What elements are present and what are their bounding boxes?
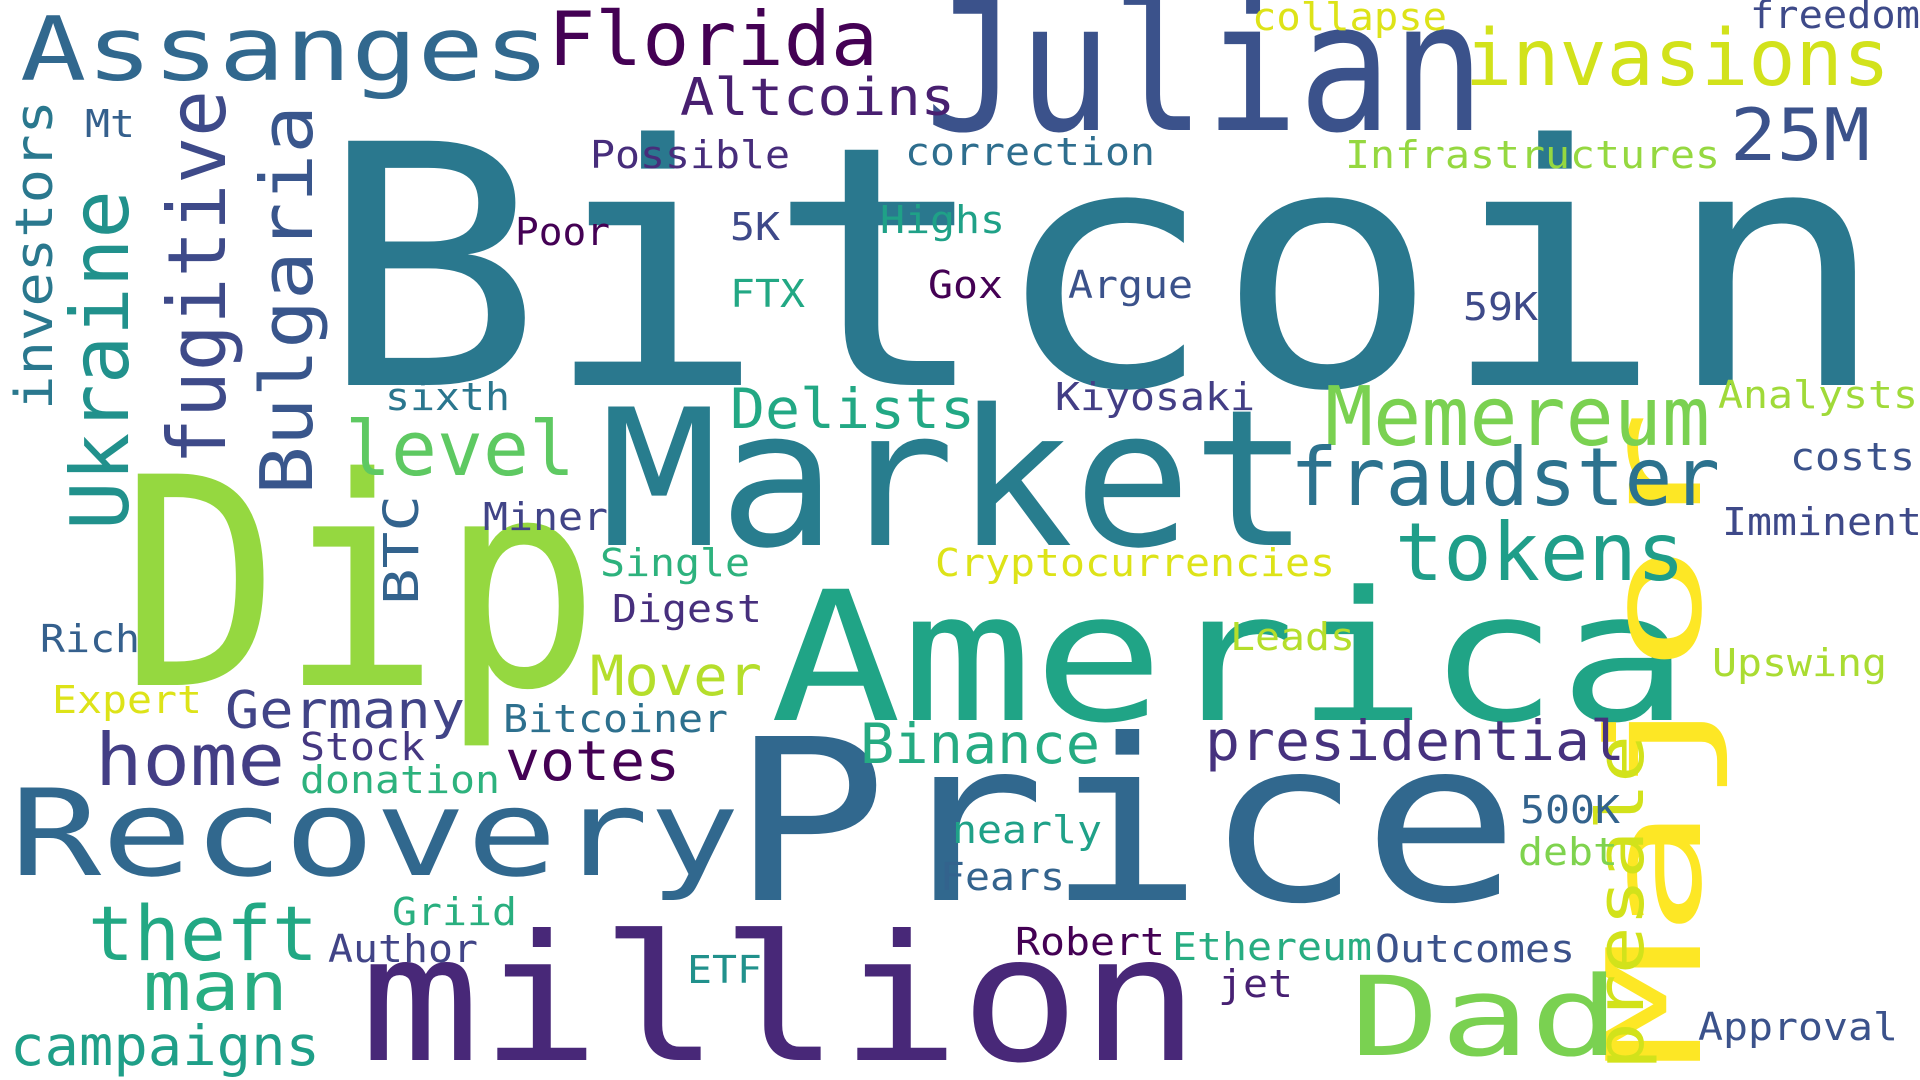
word-miner: Miner	[483, 495, 608, 539]
word-man: man	[143, 948, 288, 1027]
word-argue: Argue	[1068, 263, 1193, 307]
word-collapse: collapse	[1252, 0, 1447, 39]
word-infrastructures: Infrastructures	[1345, 133, 1720, 177]
word-500k: 500K	[1520, 788, 1620, 832]
word-25m: 25M	[1730, 93, 1870, 177]
word-approval: Approval	[1698, 1005, 1898, 1049]
word-million: million	[360, 899, 1200, 1080]
word-stock: Stock	[300, 725, 425, 769]
word-expert: Expert	[52, 678, 202, 722]
word-etf: ETF	[687, 948, 762, 992]
word-btc: BTC	[374, 495, 430, 605]
word-5k: 5K	[730, 205, 780, 249]
word-59k: 59K	[1463, 285, 1538, 329]
word-leads: Leads	[1230, 615, 1355, 659]
word-votes: votes	[505, 729, 680, 793]
word-freedom: freedom	[1750, 0, 1920, 37]
word-market: Market	[600, 369, 1310, 590]
word-bulgaria: Bulgaria	[245, 105, 329, 495]
word-fraudster: fraudster	[1290, 431, 1720, 524]
word-campaigns: campaigns	[10, 1014, 320, 1078]
word-investors: investors	[5, 100, 65, 410]
word-robert: Robert	[1015, 920, 1165, 964]
word-fears: Fears	[940, 855, 1065, 899]
word-poor: Poor	[515, 210, 610, 254]
word-fugitive: fugitive	[151, 90, 244, 465]
word-possible: Possible	[590, 133, 790, 177]
word-level: level	[345, 404, 575, 493]
word-highs: Highs	[880, 198, 1005, 242]
word-bitcoin: Bitcoin	[318, 75, 1888, 465]
word-binance: Binance	[860, 712, 1100, 776]
word-digest: Digest	[612, 587, 762, 631]
word-julian: Julian	[925, 0, 1485, 173]
word-single: Single	[600, 541, 750, 585]
word-recovery: Recovery	[10, 765, 740, 904]
word-bitcoiner: Bitcoiner	[503, 697, 728, 741]
word-mover: Mover	[590, 644, 762, 708]
word-america: America	[770, 554, 1690, 763]
word-upswing: Upswing	[1712, 641, 1887, 685]
word-theft: theft	[88, 889, 318, 978]
word-ethereum: Ethereum	[1172, 925, 1372, 969]
word-cryptocurrencies: Cryptocurrencies	[935, 541, 1335, 585]
word-price: Price	[730, 692, 1520, 954]
word-tokens: tokens	[1395, 506, 1685, 599]
word-analysts: Analysts	[1718, 373, 1918, 417]
word-home: home	[95, 718, 285, 802]
word-sixth: sixth	[385, 375, 510, 419]
word-rich: Rich	[40, 617, 140, 661]
word-griid: Griid	[392, 890, 517, 934]
word-jet: jet	[1218, 962, 1293, 1006]
word-germany: Germany	[225, 681, 465, 741]
word-invasions: invasions	[1465, 14, 1890, 104]
word-ukraine: Ukraine	[54, 190, 147, 530]
word-dad: Dad	[1350, 953, 1620, 1080]
word-kiyosaki: Kiyosaki	[1055, 375, 1255, 419]
word-altcoins: Altcoins	[680, 68, 955, 128]
word-author: Author	[328, 927, 478, 971]
word-imminent: Imminent	[1722, 500, 1920, 544]
word-presidential: presidential	[1205, 709, 1625, 773]
word-dip: Dip	[120, 417, 600, 754]
word-mt: Mt	[85, 102, 135, 146]
word-presale: presale	[1584, 735, 1659, 1070]
word-assanges: Assanges	[20, 0, 550, 101]
word-major: Major	[1579, 410, 1731, 1070]
word-outcomes: Outcomes	[1375, 927, 1575, 971]
word-ftx: FTX	[730, 272, 805, 316]
word-delists: Delists	[730, 377, 975, 441]
word-donation: donation	[300, 758, 500, 802]
word-florida: Florida	[548, 0, 878, 83]
word-gox: Gox	[928, 263, 1003, 307]
word-memereum: Memereum	[1325, 370, 1710, 465]
word-correction: correction	[905, 130, 1155, 174]
word-costs: costs	[1790, 435, 1915, 479]
word-nearly: nearly	[952, 808, 1102, 852]
word-debt: debt	[1518, 830, 1618, 874]
